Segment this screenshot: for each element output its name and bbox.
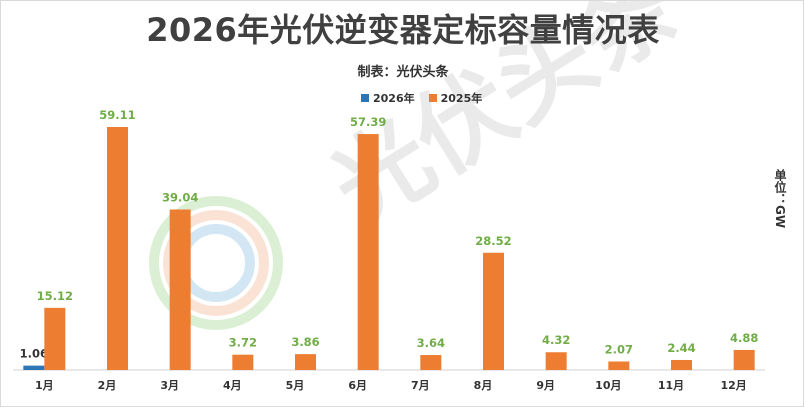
data-label-2025-5: 3.86 [291, 335, 319, 349]
x-tick-label-8: 8月 [474, 379, 493, 392]
bar-2025-4 [232, 354, 254, 370]
x-tick-label-9: 9月 [536, 379, 555, 392]
x-tick-label-5: 5月 [286, 379, 305, 392]
legend-swatch-2026 [361, 94, 369, 102]
x-tick-label-6: 6月 [348, 379, 367, 392]
data-label-2025-3: 39.04 [162, 191, 198, 205]
bar-2025-5 [295, 354, 316, 370]
data-label-2025-8: 28.52 [475, 234, 511, 248]
bar-2025-11 [671, 359, 692, 370]
x-tick-label-2: 2月 [98, 379, 117, 392]
legend-item-2026: 2026年 [361, 90, 415, 106]
x-tick-label-10: 10月 [595, 379, 621, 392]
bar-2025-1 [44, 307, 66, 370]
bar-2025-3 [169, 209, 191, 370]
data-label-2025-1: 15.12 [37, 289, 73, 303]
legend-label-2026: 2026年 [373, 92, 415, 105]
legend-item-2025: 2025年 [428, 90, 483, 106]
data-label-2025-4: 3.72 [229, 336, 257, 350]
legend-swatch-2025 [428, 94, 437, 102]
data-label-2025-6: 57.39 [350, 115, 386, 129]
legend: 2026年 2025年 [361, 90, 482, 106]
x-tick-label-12: 12月 [721, 379, 747, 392]
bar-2025-10 [608, 361, 630, 370]
x-tick-label-3: 3月 [160, 379, 179, 392]
bar-2025-12 [733, 349, 755, 370]
data-label-2025-10: 2.07 [605, 342, 633, 356]
unit-label: 单位：GW [773, 169, 787, 229]
bar-2025-8 [483, 252, 504, 370]
bar-2026-1 [23, 365, 45, 370]
bar-2025-2 [107, 127, 128, 370]
data-label-2025-7: 3.64 [417, 336, 445, 350]
bar-2025-9 [545, 352, 567, 370]
x-tick-label-1: 1月 [35, 379, 54, 392]
chart-subtitle: 制表：光伏头条 [357, 65, 449, 80]
x-tick-label-11: 11月 [658, 379, 684, 392]
data-label-2025-12: 4.88 [730, 331, 758, 345]
bar-2025-6 [357, 134, 379, 370]
bar-2025-7 [420, 355, 442, 370]
data-label-2025-2: 59.11 [99, 108, 135, 122]
chart-title: 2026年光伏逆变器定标容量情况表 [146, 11, 660, 49]
data-label-2025-9: 4.32 [542, 333, 570, 347]
x-tick-label-7: 7月 [411, 379, 430, 392]
data-label-2025-11: 2.44 [667, 341, 695, 355]
data-label-2026-1: 1.06 [20, 347, 48, 361]
legend-label-2025: 2025年 [440, 92, 483, 105]
x-tick-label-4: 4月 [223, 379, 242, 392]
